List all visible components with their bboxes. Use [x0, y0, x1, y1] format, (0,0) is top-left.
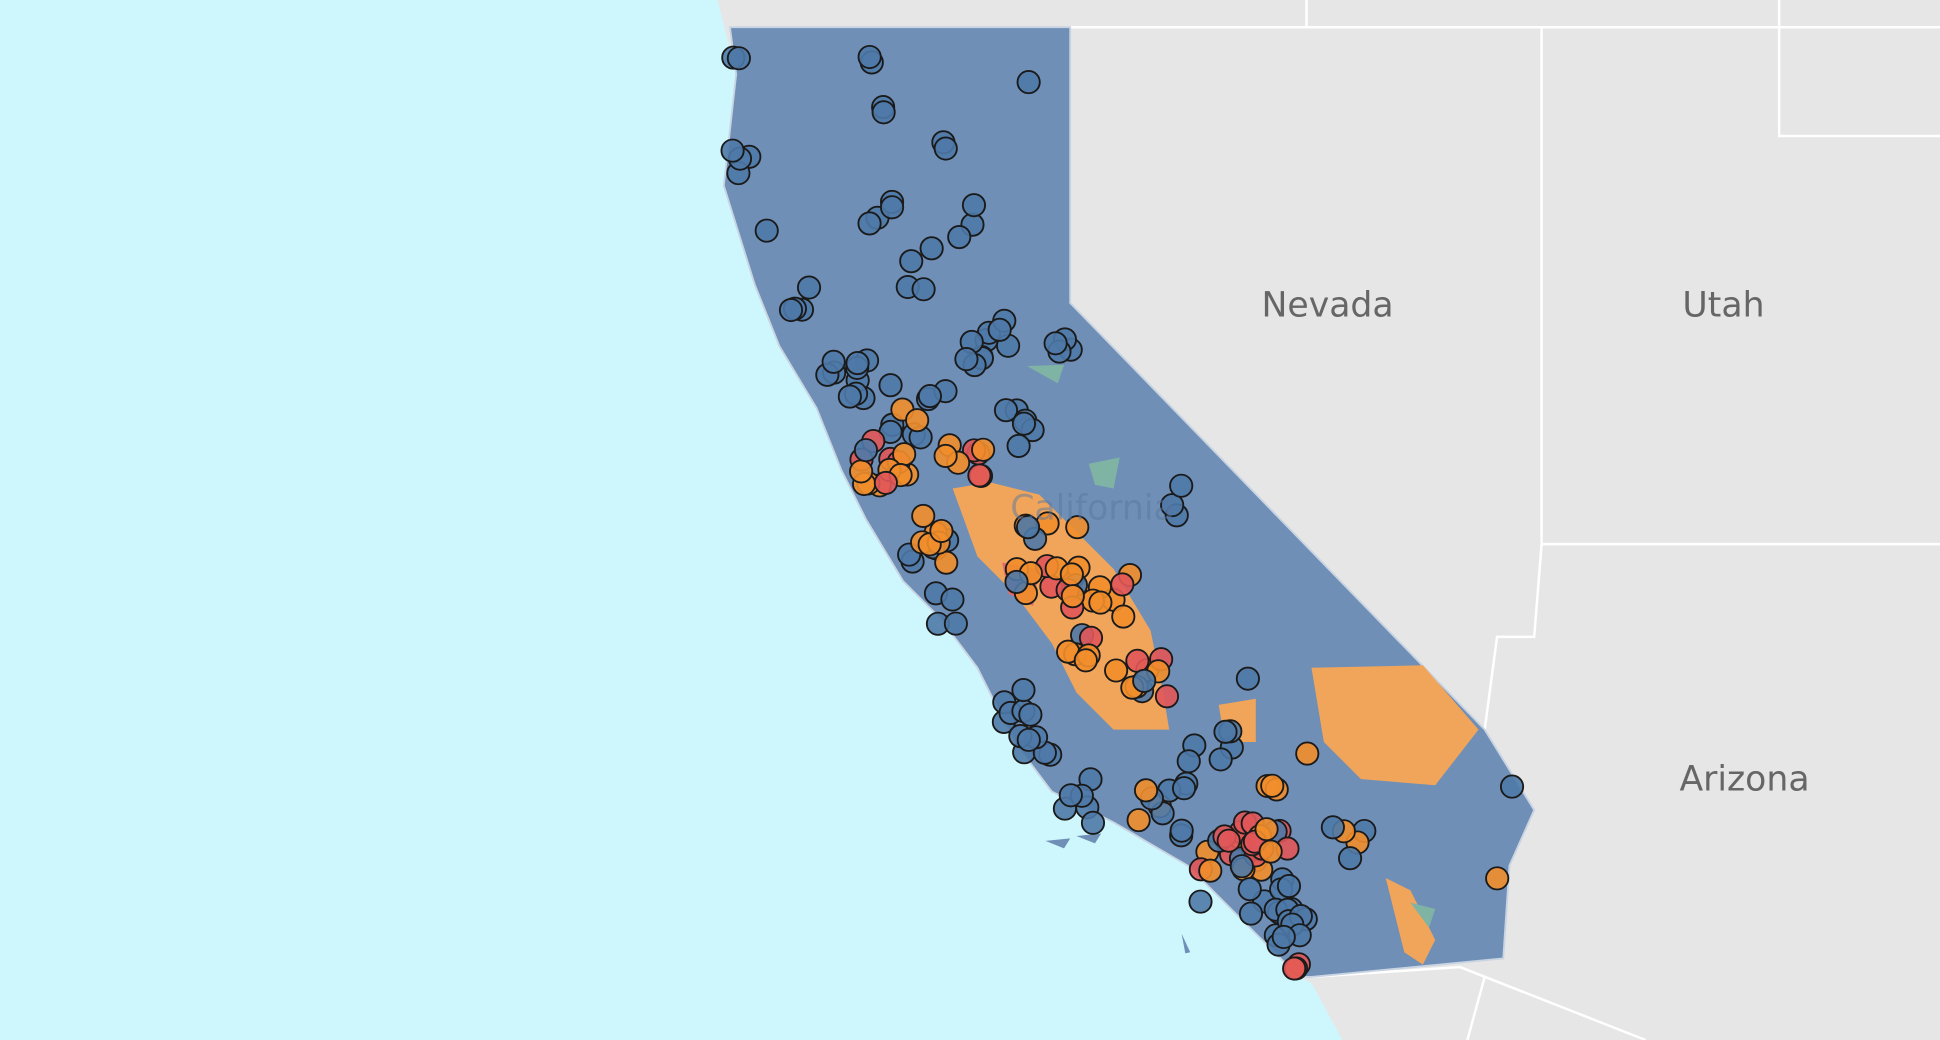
point: [1065, 515, 1090, 540]
state-label: Utah: [1682, 286, 1764, 326]
point: [1011, 677, 1036, 703]
green-regions: [1026, 364, 1436, 928]
point: [911, 277, 936, 302]
point: [1133, 778, 1159, 803]
point: [1485, 866, 1510, 891]
point: [1104, 658, 1129, 683]
point: [837, 384, 862, 409]
point: [947, 225, 972, 250]
point: [1110, 572, 1135, 597]
point: [993, 398, 1019, 423]
point: [878, 373, 903, 398]
point: [1016, 70, 1041, 95]
point: [1016, 727, 1041, 752]
state-label: Arizona: [1679, 759, 1809, 799]
point: [1058, 783, 1083, 808]
point: [1282, 956, 1307, 981]
point: [1154, 684, 1180, 709]
point: [1213, 719, 1238, 744]
point: [720, 138, 745, 163]
point: [961, 193, 987, 218]
point: [857, 44, 882, 70]
point: [1499, 774, 1525, 799]
point: [754, 218, 779, 243]
state-label: Nevada: [1261, 286, 1393, 326]
point: [919, 236, 944, 261]
point: [821, 349, 846, 374]
point: [796, 275, 822, 300]
point: [917, 384, 942, 409]
point: [1276, 873, 1302, 899]
point: [954, 347, 979, 372]
point: [940, 587, 965, 612]
point: [905, 408, 930, 433]
point: [934, 550, 959, 575]
point: [853, 438, 879, 463]
state-borders: [1070, 0, 1940, 1040]
point: [899, 249, 924, 274]
point: [873, 470, 898, 495]
point: [943, 611, 968, 636]
point: [1235, 666, 1260, 691]
point: [1295, 741, 1320, 766]
point: [1111, 604, 1136, 629]
point: [879, 195, 905, 220]
point: [845, 351, 870, 376]
point: [933, 136, 958, 161]
point: [778, 297, 804, 323]
point: [1238, 901, 1264, 926]
point: [1254, 817, 1279, 842]
point: [1169, 818, 1194, 843]
point: [1271, 924, 1296, 950]
point: [871, 100, 896, 125]
point: [849, 459, 874, 484]
point: [1171, 776, 1197, 801]
point: [1198, 858, 1223, 883]
point: [1132, 668, 1157, 693]
point: [1188, 889, 1213, 914]
point: [1176, 749, 1201, 774]
point: [911, 503, 936, 528]
point: [987, 317, 1012, 342]
point: [1006, 433, 1031, 458]
point: [1126, 808, 1151, 833]
point: [967, 463, 992, 488]
point: [1080, 810, 1106, 835]
point: [1320, 815, 1345, 840]
point: [1004, 569, 1029, 595]
point: [1073, 648, 1098, 673]
point: [1043, 331, 1068, 356]
point: [1258, 839, 1283, 864]
point: [1018, 702, 1043, 727]
point: [1160, 493, 1185, 518]
point: [1237, 877, 1262, 902]
state-label: California: [1010, 488, 1174, 528]
point: [1229, 854, 1254, 879]
point: [1059, 562, 1084, 587]
point: [1208, 747, 1233, 772]
islands: [1045, 833, 1191, 954]
point: [1169, 473, 1194, 498]
point: [1338, 846, 1363, 871]
point: [857, 211, 882, 236]
point: [1088, 590, 1113, 615]
point: [1125, 648, 1150, 673]
points: [720, 44, 1525, 981]
point: [1011, 411, 1037, 436]
point: [971, 437, 996, 462]
point: [1260, 773, 1285, 798]
point: [933, 443, 958, 469]
point: [726, 46, 751, 71]
point: [1216, 828, 1241, 853]
point: [1015, 515, 1041, 540]
point: [929, 518, 954, 544]
point: [1060, 584, 1085, 609]
